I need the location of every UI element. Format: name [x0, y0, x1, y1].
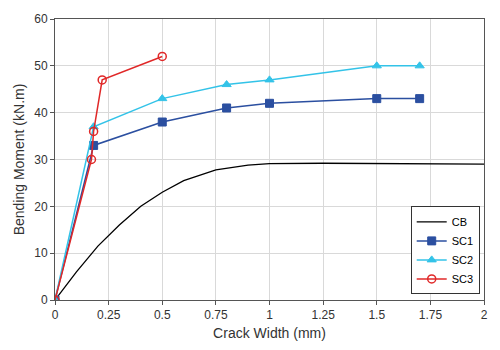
svg-text:30: 30: [34, 153, 48, 167]
svg-text:1: 1: [266, 308, 273, 322]
svg-text:SC2: SC2: [452, 254, 473, 266]
svg-text:1.25: 1.25: [311, 308, 335, 322]
svg-text:0: 0: [41, 293, 48, 307]
svg-text:Crack Width (mm): Crack Width (mm): [213, 325, 326, 341]
svg-text:2: 2: [481, 308, 488, 322]
svg-text:CB: CB: [452, 216, 467, 228]
svg-text:60: 60: [34, 12, 48, 26]
svg-text:0.25: 0.25: [97, 308, 121, 322]
svg-text:20: 20: [34, 200, 48, 214]
svg-text:40: 40: [34, 106, 48, 120]
svg-text:1.5: 1.5: [368, 308, 385, 322]
svg-text:SC3: SC3: [452, 273, 473, 285]
svg-text:0.75: 0.75: [204, 308, 228, 322]
svg-text:1.75: 1.75: [419, 308, 443, 322]
svg-text:0.5: 0.5: [154, 308, 171, 322]
svg-text:50: 50: [34, 59, 48, 73]
svg-text:Bending Moment (kN.m): Bending Moment (kN.m): [11, 84, 27, 236]
svg-text:0: 0: [52, 308, 59, 322]
svg-text:SC1: SC1: [452, 235, 473, 247]
svg-text:10: 10: [34, 246, 48, 260]
